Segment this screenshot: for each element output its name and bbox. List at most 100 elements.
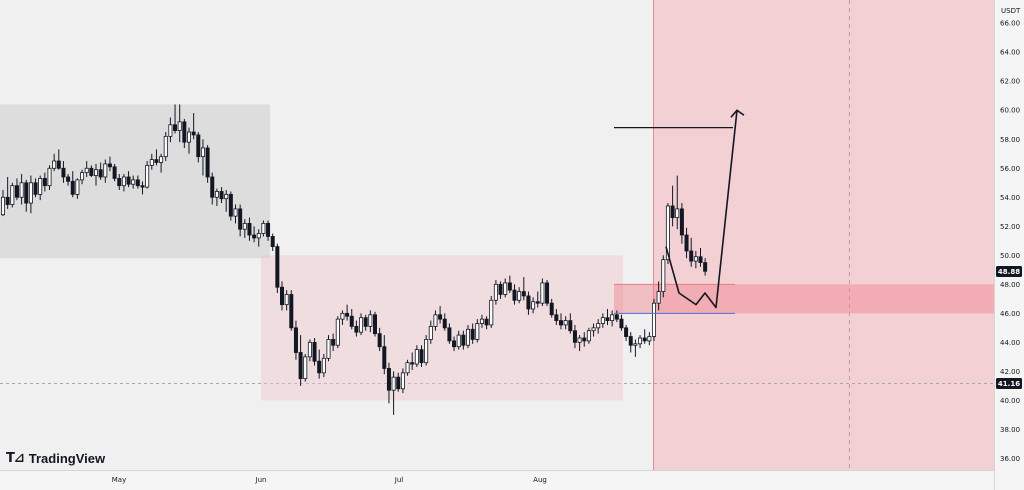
demand-zone-rectangle[interactable] [614,284,994,314]
candle[interactable] [670,185,675,227]
candle[interactable] [317,349,322,379]
candle[interactable] [619,314,624,331]
candle[interactable] [475,319,480,343]
candle[interactable] [200,139,205,176]
candle[interactable] [577,335,582,352]
candle[interactable] [89,165,94,177]
candle[interactable] [661,255,666,298]
candle[interactable] [321,353,326,378]
price-axis-panel[interactable] [994,0,1024,490]
candle[interactable] [642,329,647,344]
candle[interactable] [652,298,657,341]
candle[interactable] [33,178,38,198]
candle[interactable] [340,310,345,325]
candle[interactable] [610,310,615,327]
candle[interactable] [596,319,601,334]
candle[interactable] [52,153,57,172]
candle[interactable] [679,203,684,244]
candle[interactable] [414,345,419,368]
candle[interactable] [391,371,396,415]
candle[interactable] [675,175,680,230]
candle[interactable] [470,323,475,344]
candle[interactable] [507,275,512,294]
candle[interactable] [461,330,466,350]
range-zone-pink[interactable] [261,255,623,401]
candle[interactable] [526,291,531,315]
candle[interactable] [117,174,122,191]
candle[interactable] [28,175,33,214]
candle[interactable] [591,323,596,337]
candle[interactable] [135,175,140,189]
candle[interactable] [191,113,196,140]
candle[interactable] [0,190,6,217]
candle[interactable] [512,284,517,305]
candle[interactable] [605,308,610,325]
candle[interactable] [121,174,126,192]
candle[interactable] [252,226,257,243]
candle[interactable] [568,313,573,334]
candle[interactable] [452,336,457,352]
candle[interactable] [400,368,405,394]
candle[interactable] [586,327,591,344]
candle[interactable] [75,178,80,199]
candle[interactable] [647,332,652,346]
candle[interactable] [107,156,112,172]
candle[interactable] [377,327,382,352]
candle[interactable] [19,174,24,205]
candle[interactable] [442,313,447,331]
candle[interactable] [535,291,540,308]
candle[interactable] [228,191,233,221]
candle[interactable] [465,324,470,349]
candle[interactable] [242,219,247,238]
candle[interactable] [386,362,391,404]
candle[interactable] [186,127,191,154]
candle[interactable] [214,188,219,206]
candle[interactable] [103,159,108,183]
candle[interactable] [219,187,224,204]
candle[interactable] [479,314,484,328]
candle[interactable] [359,313,364,336]
candle[interactable] [149,153,154,170]
candle[interactable] [503,278,508,298]
candle[interactable] [517,287,522,304]
candle[interactable] [140,181,145,195]
candle[interactable] [689,237,694,267]
candle[interactable] [684,227,689,259]
candle[interactable] [698,248,703,267]
current-price-badge[interactable]: 48.88 [996,266,1022,278]
candle[interactable] [349,308,354,330]
candle[interactable] [256,229,261,247]
candle[interactable] [279,281,284,311]
candle[interactable] [382,335,387,375]
candle[interactable] [447,323,452,344]
candle[interactable] [521,277,526,301]
candle[interactable] [224,190,229,212]
candle[interactable] [628,332,633,353]
candle[interactable] [572,324,577,349]
candle[interactable] [5,176,10,209]
reference-price-badge[interactable]: 41.16 [996,378,1022,390]
candle[interactable] [363,314,368,331]
candle[interactable] [154,149,159,166]
candle[interactable] [600,313,605,328]
candle[interactable] [270,233,275,251]
candle[interactable] [159,153,164,173]
candle[interactable] [84,161,89,177]
candle[interactable] [247,217,252,241]
candle[interactable] [182,118,187,148]
candle[interactable] [80,169,85,185]
candle[interactable] [163,132,168,162]
candle[interactable] [66,174,71,186]
candle[interactable] [312,337,317,366]
candle[interactable] [238,204,243,237]
candle[interactable] [559,313,564,330]
candle[interactable] [112,163,117,182]
candle[interactable] [335,316,340,349]
candle[interactable] [275,243,280,294]
candle[interactable] [94,163,99,186]
candle[interactable] [38,175,43,201]
candle[interactable] [261,220,266,237]
candle[interactable] [354,320,359,337]
